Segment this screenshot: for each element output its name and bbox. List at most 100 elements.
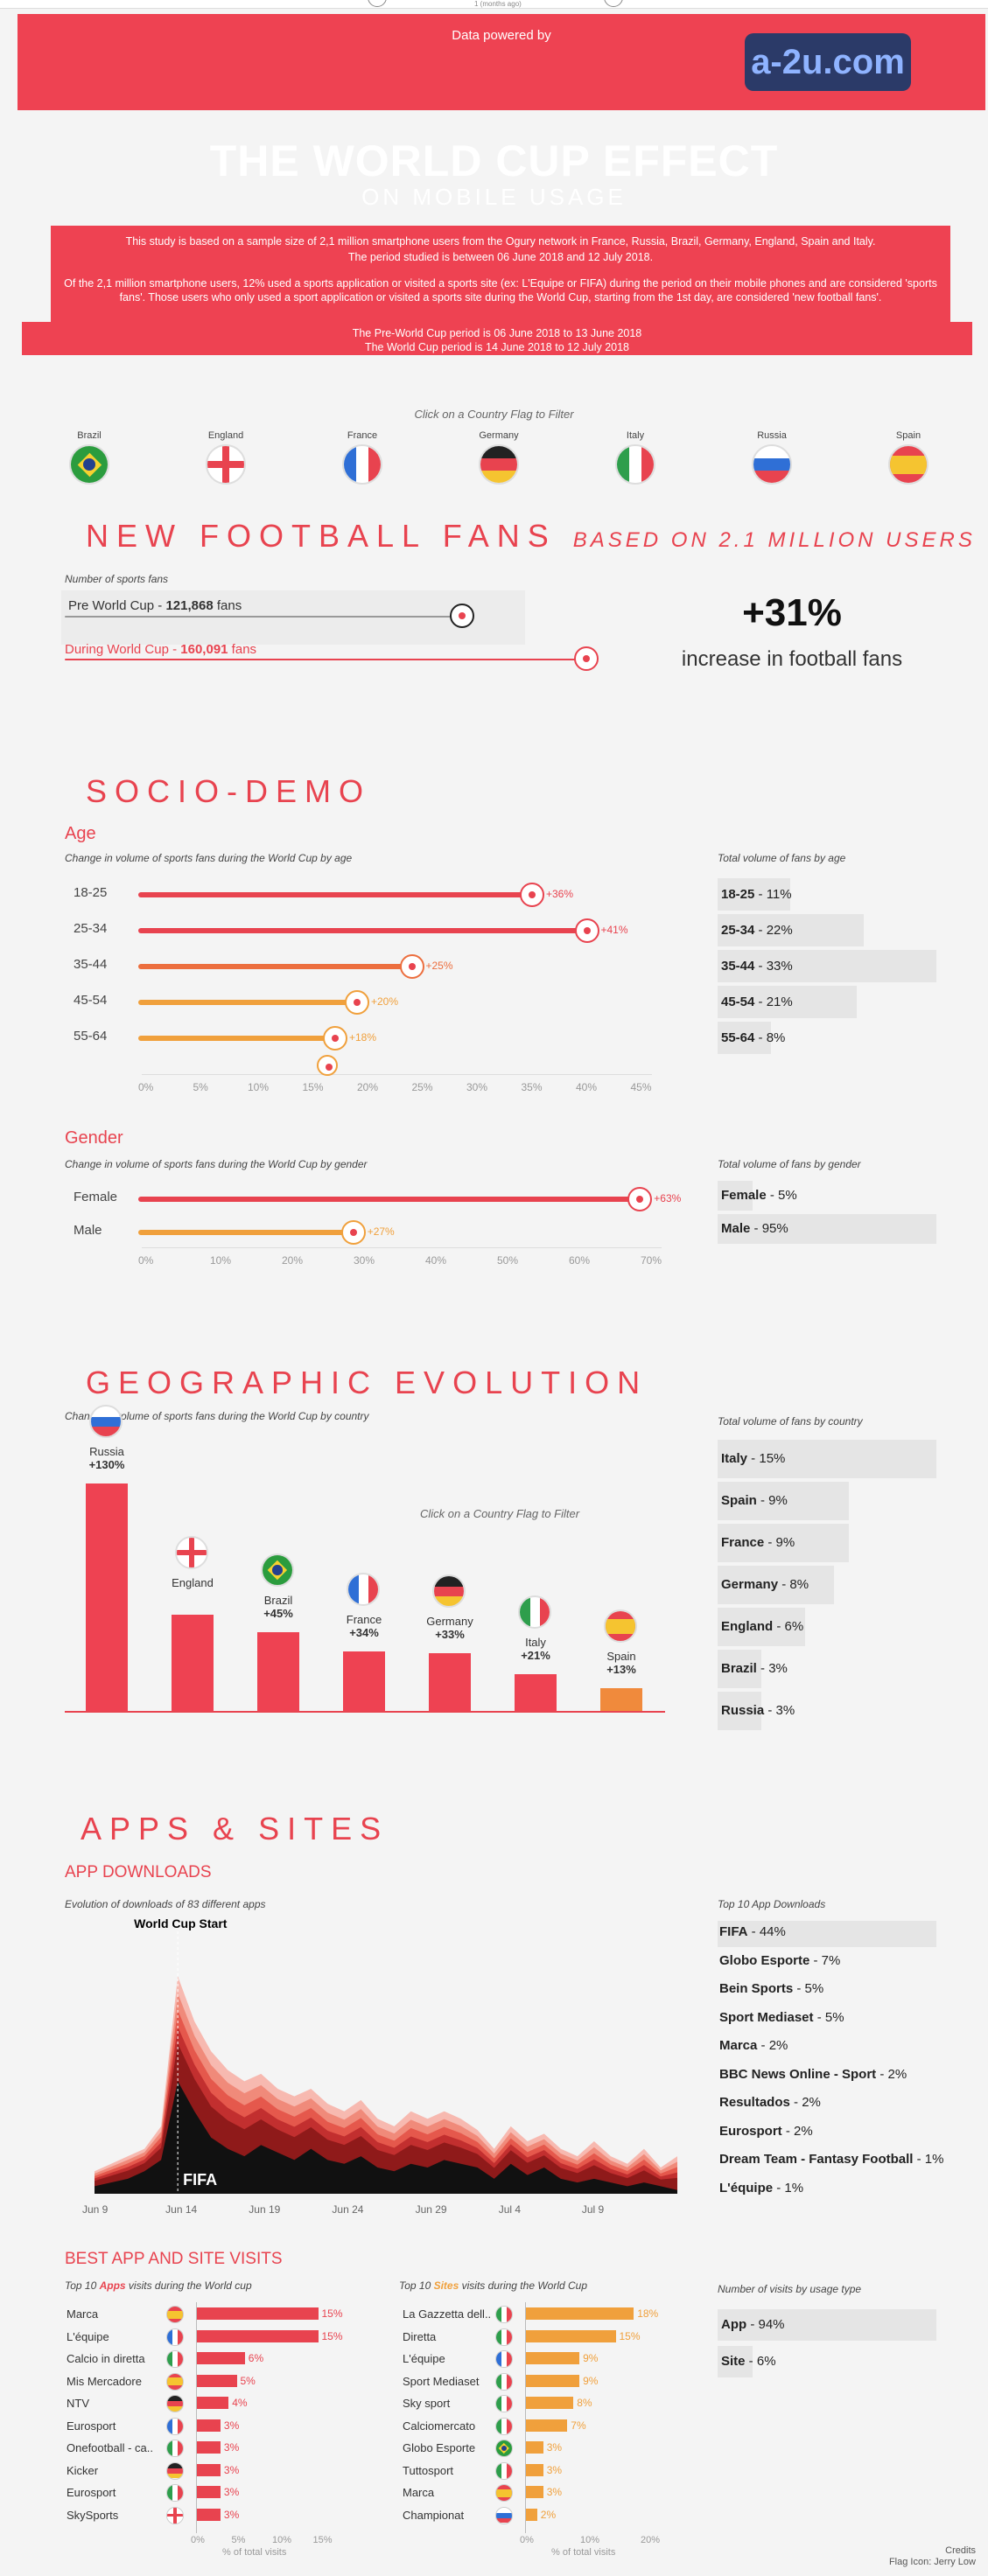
total-bar-italy[interactable] xyxy=(718,1440,936,1478)
visit-bar[interactable] xyxy=(525,2374,580,2387)
visit-bar[interactable] xyxy=(525,2307,634,2320)
flag-filter-spain[interactable]: Spain xyxy=(873,430,943,485)
usage-bar-app[interactable] xyxy=(718,2309,936,2341)
download-item-0[interactable]: FIFA - 44% xyxy=(719,1924,786,1939)
total-bar-brazil[interactable] xyxy=(718,1650,761,1688)
total-bar-spain[interactable] xyxy=(718,1482,849,1520)
visit-value: 18% xyxy=(637,2307,659,2320)
x-tick: 15% xyxy=(302,1081,324,1093)
sponsor-logo[interactable]: a-2u.com xyxy=(745,33,911,91)
total-bar-male[interactable] xyxy=(718,1214,936,1244)
visit-bar[interactable] xyxy=(196,2463,221,2476)
flag-filter-russia[interactable]: Russia xyxy=(737,430,807,485)
total-bar-25-34[interactable] xyxy=(718,914,864,946)
visit-bar[interactable] xyxy=(525,2463,543,2476)
visit-bar[interactable] xyxy=(196,2508,221,2521)
fifa-area[interactable] xyxy=(95,2081,677,2194)
germany-flag-icon[interactable] xyxy=(432,1574,466,1608)
flag-filter-brazil[interactable]: Brazil xyxy=(54,430,124,485)
x-tick: 0% xyxy=(138,1081,154,1093)
flag-filter-label: Italy xyxy=(626,430,645,441)
download-item-6[interactable]: Resultados - 2% xyxy=(719,2095,821,2110)
download-item-1[interactable]: Globo Esporte - 7% xyxy=(719,1952,841,1968)
toolbar-circle-button-right[interactable] xyxy=(604,0,623,7)
toolbar-circle-button-left[interactable] xyxy=(368,0,387,7)
russia-flag-icon[interactable] xyxy=(752,444,792,485)
geo-bar-spain[interactable] xyxy=(600,1688,642,1711)
visit-bar[interactable] xyxy=(525,2397,574,2409)
visit-bar[interactable] xyxy=(196,2397,229,2409)
total-bar-russia[interactable] xyxy=(718,1692,761,1730)
download-item-8[interactable]: Dream Team - Fantasy Football - 1% xyxy=(719,2152,944,2167)
visit-bar[interactable] xyxy=(196,2374,237,2387)
visit-bar[interactable] xyxy=(196,2486,221,2498)
total-bar-germany[interactable] xyxy=(718,1566,835,1604)
geo-bar-brazil[interactable] xyxy=(257,1632,299,1711)
download-item-7[interactable]: Eurosport - 2% xyxy=(719,2123,813,2139)
top-note: 1 (months ago) xyxy=(474,0,522,8)
visit-value: 2% xyxy=(540,2508,557,2521)
england-flag-icon[interactable] xyxy=(206,444,246,485)
flag-filter-germany[interactable]: Germany xyxy=(464,430,534,485)
bar-55-64[interactable] xyxy=(138,1036,335,1041)
flag-filter-france[interactable]: France xyxy=(327,430,397,485)
visit-bar[interactable] xyxy=(525,2486,543,2498)
germany-flag-icon[interactable] xyxy=(479,444,519,485)
spain-flag-icon[interactable] xyxy=(888,444,928,485)
download-item-5[interactable]: BBC News Online - Sport - 2% xyxy=(719,2066,907,2082)
brazil-flag-icon[interactable] xyxy=(261,1553,294,1587)
bar-male[interactable] xyxy=(138,1230,354,1235)
italy-flag-icon[interactable] xyxy=(518,1595,551,1629)
total-bar-55-64[interactable] xyxy=(718,1022,771,1054)
bar-35-44[interactable] xyxy=(138,964,412,969)
visit-row-name: Calcio in diretta xyxy=(67,2352,145,2365)
total-bar-45-54[interactable] xyxy=(718,986,858,1018)
russia-flag-icon[interactable] xyxy=(89,1405,123,1438)
visit-bar[interactable] xyxy=(525,2329,616,2342)
visit-bar[interactable] xyxy=(196,2307,319,2320)
visit-bar[interactable] xyxy=(196,2352,245,2364)
spain-flag-icon[interactable] xyxy=(604,1609,637,1643)
flag-filter-italy[interactable]: Italy xyxy=(600,430,670,485)
england-flag-icon[interactable] xyxy=(175,1536,208,1569)
geo-bar-england[interactable] xyxy=(172,1615,214,1711)
fans-increase-text: increase in football fans xyxy=(681,647,903,671)
geo-bar-france[interactable] xyxy=(343,1651,385,1711)
download-item-4[interactable]: Marca - 2% xyxy=(719,2038,788,2053)
visit-bar[interactable] xyxy=(196,2441,221,2454)
brazil-flag-icon[interactable] xyxy=(69,444,109,485)
visit-bar[interactable] xyxy=(525,2441,543,2454)
download-bg-bar-0[interactable] xyxy=(718,1921,936,1947)
visit-bar[interactable] xyxy=(525,2352,580,2364)
download-item-2[interactable]: Bein Sports - 5% xyxy=(719,1981,824,1996)
bar-18-25[interactable] xyxy=(138,892,532,897)
geo-bar-germany[interactable] xyxy=(429,1653,471,1711)
total-bar-female[interactable] xyxy=(718,1181,753,1211)
row-label-female: Female xyxy=(74,1190,118,1204)
geo-bar-italy[interactable] xyxy=(515,1674,557,1711)
total-bar-england[interactable] xyxy=(718,1608,805,1646)
usage-bar-site[interactable] xyxy=(718,2346,753,2377)
total-bar-france[interactable] xyxy=(718,1524,849,1562)
visit-bar[interactable] xyxy=(196,2329,319,2342)
italy-flag-icon[interactable] xyxy=(615,444,655,485)
bar-female[interactable] xyxy=(138,1197,641,1202)
visit-bar[interactable] xyxy=(525,2508,537,2521)
total-bar-18-25[interactable] xyxy=(718,878,791,911)
visit-bar[interactable] xyxy=(525,2419,568,2432)
geo-bar-russia[interactable] xyxy=(86,1483,128,1711)
bar-25-34[interactable] xyxy=(138,928,587,933)
geo-country-name: England xyxy=(172,1576,214,1589)
total-label: 35-44 - 33% xyxy=(721,958,793,974)
credits: Credits Flag Icon: Jerry Low xyxy=(889,2545,976,2568)
visit-bar[interactable] xyxy=(196,2419,221,2432)
france-flag-icon[interactable] xyxy=(347,1573,380,1606)
bar-45-54[interactable] xyxy=(138,1000,357,1005)
total-bar-35-44[interactable] xyxy=(718,950,936,982)
credits-title[interactable]: Credits xyxy=(945,2545,976,2556)
flag-filter-england[interactable]: England xyxy=(191,430,261,485)
download-item-9[interactable]: L'équipe - 1% xyxy=(719,2180,804,2196)
x-tick: Jun 9 xyxy=(82,2203,109,2216)
download-item-3[interactable]: Sport Mediaset - 5% xyxy=(719,2009,844,2025)
france-flag-icon[interactable] xyxy=(342,444,382,485)
